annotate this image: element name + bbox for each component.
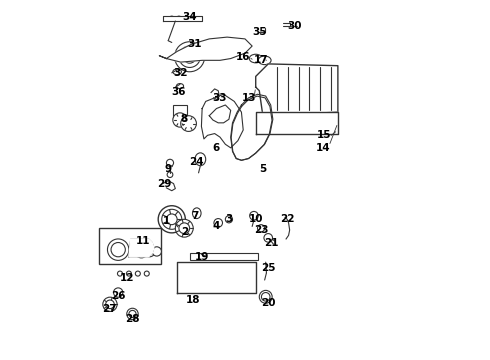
Text: 25: 25	[261, 262, 275, 273]
Text: 18: 18	[186, 295, 200, 305]
Ellipse shape	[258, 56, 271, 64]
Bar	[98, 228, 161, 264]
Circle shape	[135, 245, 148, 258]
Text: 16: 16	[236, 52, 250, 62]
Ellipse shape	[176, 84, 184, 89]
Circle shape	[107, 239, 129, 260]
Text: 30: 30	[288, 21, 302, 31]
Text: 6: 6	[213, 143, 220, 153]
Bar	[173, 105, 187, 119]
Text: 35: 35	[252, 27, 267, 37]
Circle shape	[144, 271, 149, 276]
Text: 27: 27	[102, 303, 117, 314]
Text: 1: 1	[163, 216, 170, 226]
Polygon shape	[159, 37, 252, 62]
Text: 8: 8	[181, 114, 188, 124]
Polygon shape	[256, 64, 338, 116]
Circle shape	[152, 247, 161, 256]
Circle shape	[144, 246, 155, 257]
Circle shape	[126, 271, 131, 276]
Text: 13: 13	[241, 93, 256, 103]
Circle shape	[158, 206, 185, 233]
Ellipse shape	[193, 208, 201, 219]
Circle shape	[167, 172, 173, 177]
Circle shape	[118, 271, 122, 276]
Circle shape	[249, 211, 258, 220]
Text: 11: 11	[136, 236, 150, 246]
Text: 3: 3	[225, 214, 233, 224]
Text: 24: 24	[190, 157, 204, 167]
Polygon shape	[163, 16, 202, 21]
Polygon shape	[256, 112, 338, 134]
Circle shape	[167, 159, 173, 166]
Circle shape	[175, 219, 193, 237]
Text: 5: 5	[259, 164, 267, 174]
Polygon shape	[177, 262, 256, 293]
Text: 19: 19	[195, 252, 209, 262]
Text: 21: 21	[265, 238, 279, 248]
Text: 32: 32	[173, 68, 188, 78]
Text: 22: 22	[281, 214, 295, 224]
Text: 31: 31	[188, 39, 202, 49]
Circle shape	[259, 291, 272, 303]
Polygon shape	[129, 239, 154, 257]
Text: 14: 14	[316, 143, 331, 153]
Circle shape	[173, 113, 187, 127]
Circle shape	[103, 297, 117, 311]
Text: 2: 2	[181, 227, 188, 237]
Text: 20: 20	[261, 298, 275, 308]
Text: 17: 17	[254, 55, 269, 65]
Circle shape	[225, 216, 232, 223]
Text: 15: 15	[317, 130, 331, 140]
Text: 33: 33	[213, 93, 227, 103]
Text: 9: 9	[165, 164, 172, 174]
Text: 26: 26	[111, 291, 125, 301]
Text: 10: 10	[248, 214, 263, 224]
Text: 29: 29	[157, 179, 172, 189]
Circle shape	[258, 225, 265, 232]
Text: 12: 12	[120, 273, 134, 283]
Circle shape	[181, 116, 196, 131]
Bar	[190, 253, 258, 260]
Text: 34: 34	[182, 13, 197, 22]
Ellipse shape	[249, 54, 262, 63]
Circle shape	[214, 219, 222, 227]
Text: 36: 36	[172, 87, 186, 98]
Text: 23: 23	[254, 225, 269, 235]
Polygon shape	[201, 94, 243, 148]
Circle shape	[174, 42, 205, 72]
Circle shape	[127, 308, 138, 320]
Circle shape	[114, 288, 123, 297]
Ellipse shape	[195, 153, 206, 166]
Text: 28: 28	[125, 314, 140, 324]
Text: 4: 4	[213, 221, 220, 231]
Bar	[182, 267, 250, 289]
Ellipse shape	[173, 69, 181, 75]
Circle shape	[264, 234, 272, 242]
Text: 7: 7	[191, 211, 198, 221]
Circle shape	[135, 271, 140, 276]
